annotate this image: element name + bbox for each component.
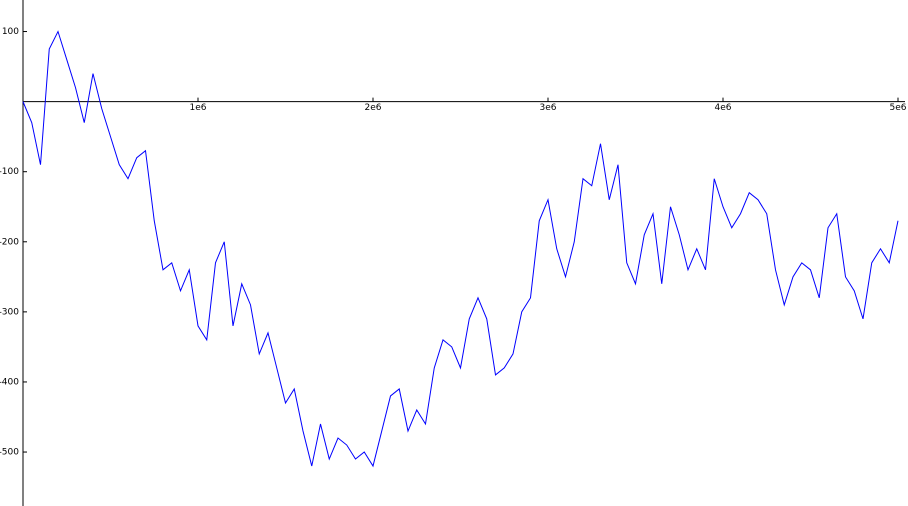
y-tick-label: -500 (0, 448, 19, 458)
y-tick-label: -200 (0, 237, 19, 247)
y-tick-label: -400 (0, 377, 19, 387)
series-line (22, 30, 899, 468)
y-tick-label: 100 (2, 27, 19, 37)
y-tick-label: -300 (0, 307, 19, 317)
x-tick-label: 2e6 (365, 103, 382, 113)
x-tick-label: 5e6 (890, 103, 907, 113)
x-tick-label: 1e6 (190, 103, 207, 113)
y-tick-label: -100 (0, 167, 19, 177)
x-tick-label: 3e6 (540, 103, 557, 113)
x-tick-label: 4e6 (715, 103, 732, 113)
